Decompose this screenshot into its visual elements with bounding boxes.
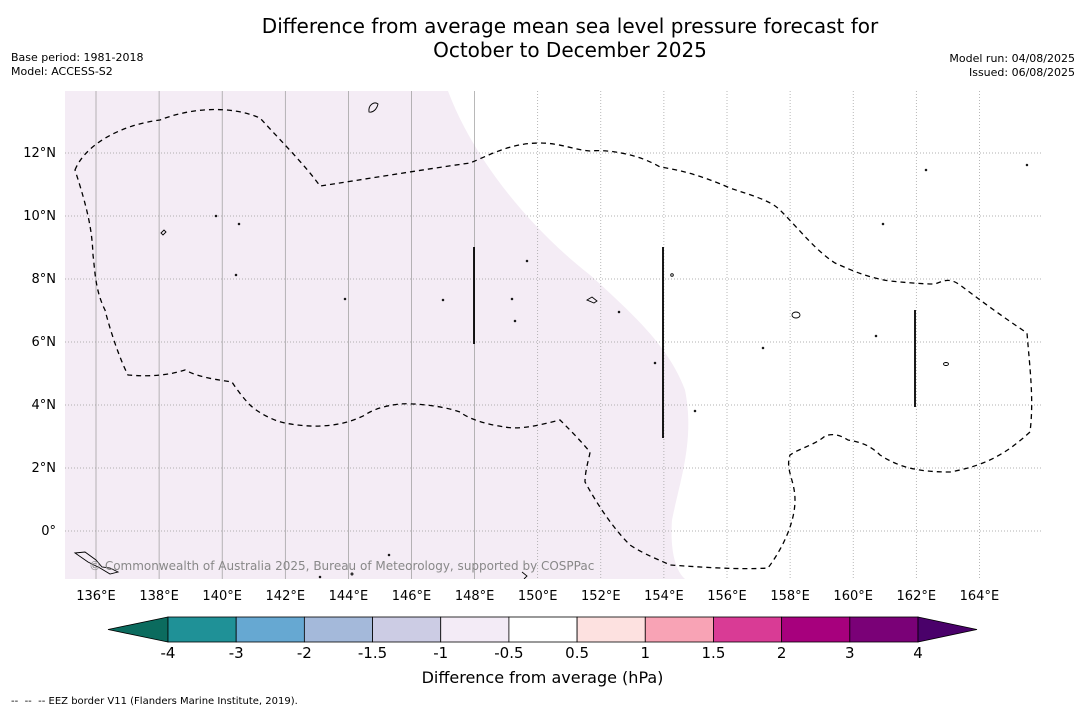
- issued-text: Issued: 06/08/2025: [968, 66, 1075, 79]
- colorbar-tick-label: -3: [229, 644, 244, 662]
- colorbar-tick-label: -1.5: [358, 644, 387, 662]
- lon-label: 158°E: [770, 589, 810, 604]
- colorbar-segment: [713, 616, 783, 643]
- colorbar-segment: [235, 616, 305, 643]
- colorbar-segment: [781, 616, 851, 643]
- colorbar-segment: [167, 616, 237, 643]
- lon-label: 162°E: [897, 589, 937, 604]
- longitude-gridlines: [95, 91, 980, 579]
- latitude-labels: 12°N 10°N 8°N 6°N 4°N 2°N 0°: [23, 146, 56, 539]
- lat-label: 0°: [41, 524, 56, 539]
- lat-label: 12°N: [23, 146, 56, 161]
- map-panel: © Commonwealth of Australia 2025, Bureau…: [23, 91, 1042, 604]
- islands: [73, 102, 1029, 579]
- colorbar-segment: [508, 616, 578, 643]
- colorbar-tick-label: 1: [640, 644, 650, 662]
- model-run-text: Model run: 04/08/2025: [949, 52, 1075, 65]
- colorbar-extend-high: [917, 616, 978, 643]
- colorbar-segment: [372, 616, 442, 643]
- lon-label: 146°E: [392, 589, 432, 604]
- lon-label: 150°E: [518, 589, 558, 604]
- colorbar-tick-label: 1.5: [702, 644, 726, 662]
- lat-label: 6°N: [32, 335, 57, 350]
- lon-label: 148°E: [455, 589, 495, 604]
- lat-label: 10°N: [23, 209, 56, 224]
- base-period-text: Base period: 1981-2018: [11, 51, 144, 64]
- meta-left: Base period: 1981-2018 Model: ACCESS-S2: [11, 51, 143, 79]
- model-text: Model: ACCESS-S2: [11, 65, 113, 78]
- colorbar-tick-label: 0.5: [565, 644, 589, 662]
- colorbar-tick-label: -4: [161, 644, 176, 662]
- colorbar-extend-low: [107, 616, 169, 643]
- colorbar-segment: [849, 616, 919, 643]
- lat-label: 2°N: [32, 461, 57, 476]
- colorbar-tick-label: -0.5: [494, 644, 523, 662]
- colorbar-tick-label: 3: [845, 644, 855, 662]
- lon-label: 140°E: [202, 589, 242, 604]
- lon-label: 136°E: [76, 589, 116, 604]
- colorbar-tick-label: 4: [913, 644, 923, 662]
- longitude-labels: 136°E 138°E 140°E 142°E 144°E 146°E 148°E 150°E…: [76, 589, 999, 604]
- lon-label: 144°E: [329, 589, 369, 604]
- lon-label: 142°E: [266, 589, 306, 604]
- copyright-text: © Commonwealth of Australia 2025, Bureau…: [89, 559, 594, 573]
- lon-label: 152°E: [581, 589, 621, 604]
- eez-border: [74, 108, 1033, 570]
- footnote: -- -- -- EEZ border V11 (Flanders Marine…: [11, 696, 298, 707]
- lon-label: 164°E: [960, 589, 1000, 604]
- lon-label: 154°E: [644, 589, 684, 604]
- lon-label: 160°E: [833, 589, 873, 604]
- meta-right: Model run: 04/08/2025 Issued: 06/08/2025: [949, 52, 1075, 80]
- shaded-anomaly-region: [65, 91, 689, 579]
- colorbar-tick-label: -2: [297, 644, 312, 662]
- colorbar: -4 -3 -2 -1.5 -1 -0.5 0.5 1 1.5 2 3 4: [107, 616, 978, 662]
- lat-label: 8°N: [32, 272, 57, 287]
- colorbar-segment: [576, 616, 646, 643]
- lon-label: 138°E: [139, 589, 179, 604]
- colorbar-segment: [303, 616, 373, 643]
- colorbar-segment: [644, 616, 714, 643]
- title-line-2: October to December 2025: [433, 38, 707, 62]
- latitude-gridlines: [65, 152, 1042, 532]
- lat-label: 4°N: [32, 398, 57, 413]
- colorbar-tick-label: 2: [777, 644, 787, 662]
- title-line-1: Difference from average mean sea level p…: [261, 14, 879, 38]
- colorbar-segment: [440, 616, 510, 643]
- lon-label: 156°E: [707, 589, 747, 604]
- chart-title: Difference from average mean sea level p…: [0, 14, 1085, 62]
- colorbar-label: Difference from average (hPa): [421, 668, 664, 687]
- colorbar-tick-label: -1: [433, 644, 448, 662]
